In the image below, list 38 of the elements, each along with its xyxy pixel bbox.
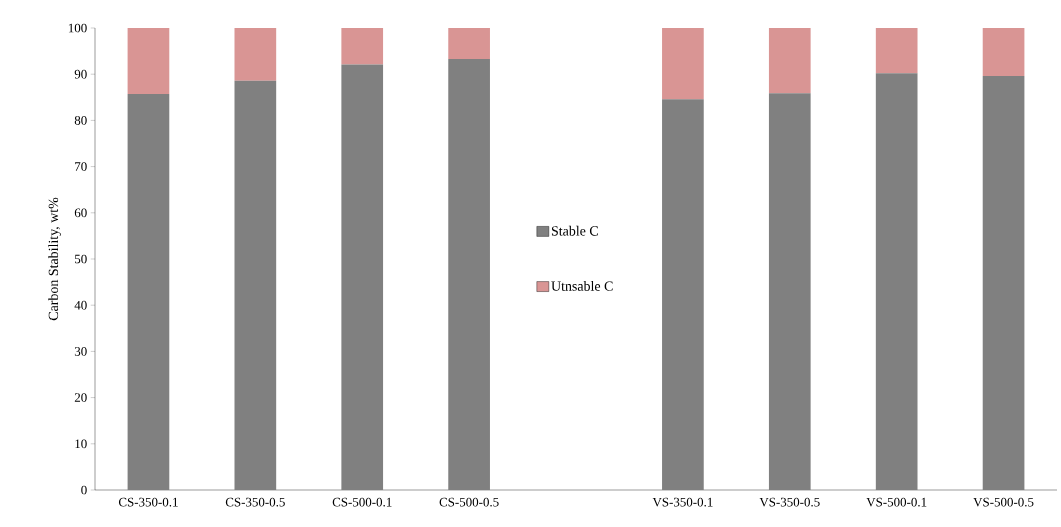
x-tick-label: CS-350-0.1 — [118, 497, 178, 507]
y-tick-label: 90 — [74, 69, 87, 79]
y-tick-label: 10 — [75, 439, 87, 449]
y-tick-label: 30 — [74, 347, 87, 356]
x-tick-label: VS-350-0.5 — [759, 497, 820, 507]
bar — [982, 28, 1025, 77]
x-tick-label: VS-350-0.1 — [652, 497, 713, 507]
y-tick-label: 50 — [75, 254, 87, 264]
bar — [875, 73, 918, 490]
x-tick-label: VS-500-0.5 — [973, 497, 1034, 507]
bar — [768, 93, 811, 490]
legend-label: Utnsable C — [551, 280, 613, 291]
bar — [982, 76, 1025, 490]
bar — [662, 28, 704, 100]
y-tick-label: 40 — [74, 300, 87, 310]
y-tick-label: 0 — [81, 485, 87, 495]
y-tick-label: 100 — [68, 23, 87, 33]
bar — [875, 28, 918, 74]
y-tick-label: 70 — [75, 162, 87, 171]
bar — [234, 28, 277, 81]
y-axis-title: Carbon Stability, wt% — [48, 197, 61, 321]
bar — [234, 80, 277, 490]
x-tick-label: CS-500-0.1 — [332, 497, 392, 507]
bar — [127, 28, 170, 95]
bar — [662, 99, 704, 490]
y-tick-label: 80 — [74, 116, 87, 125]
bar — [448, 58, 490, 490]
legend-label: Stable C — [551, 225, 598, 236]
x-tick-label: CS-350-0.5 — [225, 497, 285, 507]
y-tick-label: 20 — [74, 393, 87, 402]
bar — [127, 94, 170, 490]
x-tick-label: CS-500-0.5 — [439, 497, 499, 507]
bar — [768, 28, 811, 94]
x-tick-label: VS-500-0.1 — [866, 497, 927, 507]
bar — [341, 64, 384, 490]
y-tick-label: 60 — [74, 208, 87, 218]
bar — [448, 28, 490, 59]
bar — [341, 28, 384, 65]
